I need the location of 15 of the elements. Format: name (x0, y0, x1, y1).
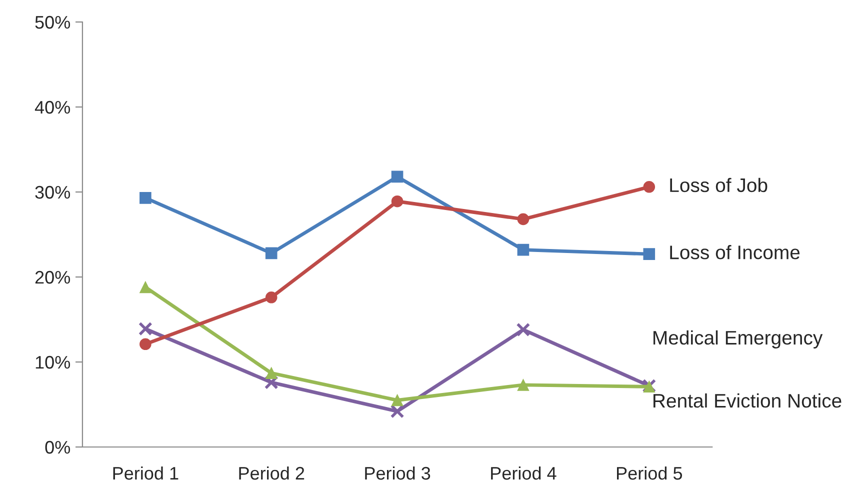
series-label: Medical Emergency (654, 330, 823, 348)
x-tick-label: Period 3 (365, 466, 430, 480)
x-tick-label: Period 5 (617, 466, 682, 480)
series-label: Loss of Job (670, 178, 768, 192)
x-tick-label: Period 2 (239, 466, 304, 480)
y-tick-label: 20% (35, 270, 70, 284)
y-tick-label: 30% (35, 186, 70, 199)
y-tick-label: 10% (36, 356, 70, 369)
y-tick-label: 40% (34, 100, 70, 114)
series-label: Loss of Income (670, 245, 800, 260)
y-tick-label: 0% (45, 440, 70, 454)
series-label: Rental Eviction Notice (654, 393, 842, 408)
x-tick-label: Period 4 (491, 466, 556, 480)
x-tick-label: Period 1 (113, 466, 178, 480)
y-tick-label: 50% (35, 16, 70, 29)
